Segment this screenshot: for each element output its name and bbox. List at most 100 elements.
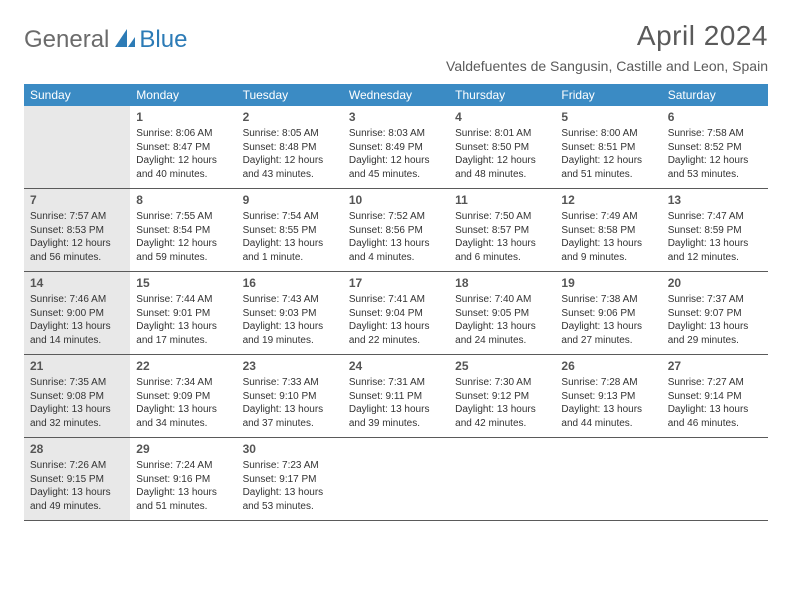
sunset-text: Sunset: 8:57 PM <box>455 224 549 238</box>
day-number: 26 <box>561 358 655 374</box>
sunrise-text: Sunrise: 7:23 AM <box>243 459 337 473</box>
sunset-text: Sunset: 8:50 PM <box>455 141 549 155</box>
daylight2-text: and 17 minutes. <box>136 334 230 348</box>
daylight1-text: Daylight: 13 hours <box>668 403 762 417</box>
sunrise-text: Sunrise: 7:52 AM <box>349 210 443 224</box>
daylight1-text: Daylight: 13 hours <box>455 320 549 334</box>
sunset-text: Sunset: 9:06 PM <box>561 307 655 321</box>
sunrise-text: Sunrise: 7:44 AM <box>136 293 230 307</box>
week-row: 7Sunrise: 7:57 AMSunset: 8:53 PMDaylight… <box>24 189 768 272</box>
day-number: 17 <box>349 275 443 291</box>
day-number: 7 <box>30 192 124 208</box>
sunset-text: Sunset: 8:54 PM <box>136 224 230 238</box>
day-number: 29 <box>136 441 230 457</box>
daylight2-text: and 44 minutes. <box>561 417 655 431</box>
daylight1-text: Daylight: 12 hours <box>30 237 124 251</box>
daylight1-text: Daylight: 13 hours <box>349 237 443 251</box>
day-number: 23 <box>243 358 337 374</box>
sunset-text: Sunset: 8:49 PM <box>349 141 443 155</box>
sunset-text: Sunset: 8:59 PM <box>668 224 762 238</box>
daylight1-text: Daylight: 12 hours <box>668 154 762 168</box>
empty-cell <box>24 106 130 188</box>
day-cell: 14Sunrise: 7:46 AMSunset: 9:00 PMDayligh… <box>24 272 130 354</box>
sunset-text: Sunset: 9:04 PM <box>349 307 443 321</box>
day-number: 12 <box>561 192 655 208</box>
daylight1-text: Daylight: 12 hours <box>349 154 443 168</box>
day-cell: 6Sunrise: 7:58 AMSunset: 8:52 PMDaylight… <box>662 106 768 188</box>
day-number: 8 <box>136 192 230 208</box>
day-cell: 19Sunrise: 7:38 AMSunset: 9:06 PMDayligh… <box>555 272 661 354</box>
daylight2-text: and 19 minutes. <box>243 334 337 348</box>
brand-sail-icon <box>113 27 137 54</box>
week-row: 21Sunrise: 7:35 AMSunset: 9:08 PMDayligh… <box>24 355 768 438</box>
sunrise-text: Sunrise: 7:50 AM <box>455 210 549 224</box>
sunset-text: Sunset: 8:47 PM <box>136 141 230 155</box>
day-number: 24 <box>349 358 443 374</box>
sunrise-text: Sunrise: 7:30 AM <box>455 376 549 390</box>
day-number: 6 <box>668 109 762 125</box>
sunset-text: Sunset: 9:17 PM <box>243 473 337 487</box>
daylight1-text: Daylight: 12 hours <box>136 154 230 168</box>
daylight1-text: Daylight: 12 hours <box>136 237 230 251</box>
day-cell: 7Sunrise: 7:57 AMSunset: 8:53 PMDaylight… <box>24 189 130 271</box>
daylight2-text: and 49 minutes. <box>30 500 124 514</box>
day-cell: 3Sunrise: 8:03 AMSunset: 8:49 PMDaylight… <box>343 106 449 188</box>
daylight1-text: Daylight: 13 hours <box>136 486 230 500</box>
day-number: 25 <box>455 358 549 374</box>
sunset-text: Sunset: 9:16 PM <box>136 473 230 487</box>
sunrise-text: Sunrise: 7:49 AM <box>561 210 655 224</box>
weekday-cell: Thursday <box>449 84 555 106</box>
daylight1-text: Daylight: 13 hours <box>243 320 337 334</box>
daylight2-text: and 46 minutes. <box>668 417 762 431</box>
sunrise-text: Sunrise: 7:35 AM <box>30 376 124 390</box>
week-row: 14Sunrise: 7:46 AMSunset: 9:00 PMDayligh… <box>24 272 768 355</box>
sunrise-text: Sunrise: 8:01 AM <box>455 127 549 141</box>
daylight2-text: and 12 minutes. <box>668 251 762 265</box>
day-cell: 22Sunrise: 7:34 AMSunset: 9:09 PMDayligh… <box>130 355 236 437</box>
sunrise-text: Sunrise: 7:31 AM <box>349 376 443 390</box>
sunrise-text: Sunrise: 7:43 AM <box>243 293 337 307</box>
sunrise-text: Sunrise: 7:40 AM <box>455 293 549 307</box>
daylight1-text: Daylight: 13 hours <box>561 237 655 251</box>
sunset-text: Sunset: 8:52 PM <box>668 141 762 155</box>
sunrise-text: Sunrise: 7:27 AM <box>668 376 762 390</box>
sunrise-text: Sunrise: 7:38 AM <box>561 293 655 307</box>
daylight2-text: and 32 minutes. <box>30 417 124 431</box>
day-cell: 2Sunrise: 8:05 AMSunset: 8:48 PMDaylight… <box>237 106 343 188</box>
day-cell: 28Sunrise: 7:26 AMSunset: 9:15 PMDayligh… <box>24 438 130 520</box>
daylight2-text: and 27 minutes. <box>561 334 655 348</box>
daylight2-text: and 48 minutes. <box>455 168 549 182</box>
sunset-text: Sunset: 9:00 PM <box>30 307 124 321</box>
sunrise-text: Sunrise: 8:03 AM <box>349 127 443 141</box>
day-cell: 4Sunrise: 8:01 AMSunset: 8:50 PMDaylight… <box>449 106 555 188</box>
weekday-cell: Tuesday <box>237 84 343 106</box>
calendar-grid: SundayMondayTuesdayWednesdayThursdayFrid… <box>24 84 768 521</box>
daylight1-text: Daylight: 13 hours <box>561 403 655 417</box>
weekday-cell: Sunday <box>24 84 130 106</box>
daylight2-text: and 51 minutes. <box>561 168 655 182</box>
daylight1-text: Daylight: 13 hours <box>136 403 230 417</box>
day-number: 20 <box>668 275 762 291</box>
daylight1-text: Daylight: 13 hours <box>349 403 443 417</box>
sunset-text: Sunset: 9:11 PM <box>349 390 443 404</box>
empty-cell <box>449 438 555 520</box>
day-number: 9 <box>243 192 337 208</box>
location-text: Valdefuentes de Sangusin, Castille and L… <box>446 58 768 74</box>
day-cell: 18Sunrise: 7:40 AMSunset: 9:05 PMDayligh… <box>449 272 555 354</box>
sunset-text: Sunset: 8:51 PM <box>561 141 655 155</box>
sunset-text: Sunset: 9:12 PM <box>455 390 549 404</box>
sunset-text: Sunset: 9:07 PM <box>668 307 762 321</box>
daylight2-text: and 39 minutes. <box>349 417 443 431</box>
day-number: 4 <box>455 109 549 125</box>
daylight2-text: and 1 minute. <box>243 251 337 265</box>
daylight2-text: and 45 minutes. <box>349 168 443 182</box>
day-cell: 25Sunrise: 7:30 AMSunset: 9:12 PMDayligh… <box>449 355 555 437</box>
day-cell: 16Sunrise: 7:43 AMSunset: 9:03 PMDayligh… <box>237 272 343 354</box>
day-number: 16 <box>243 275 337 291</box>
day-number: 11 <box>455 192 549 208</box>
sunrise-text: Sunrise: 7:46 AM <box>30 293 124 307</box>
day-number: 19 <box>561 275 655 291</box>
daylight2-text: and 42 minutes. <box>455 417 549 431</box>
sunset-text: Sunset: 8:56 PM <box>349 224 443 238</box>
daylight2-text: and 56 minutes. <box>30 251 124 265</box>
